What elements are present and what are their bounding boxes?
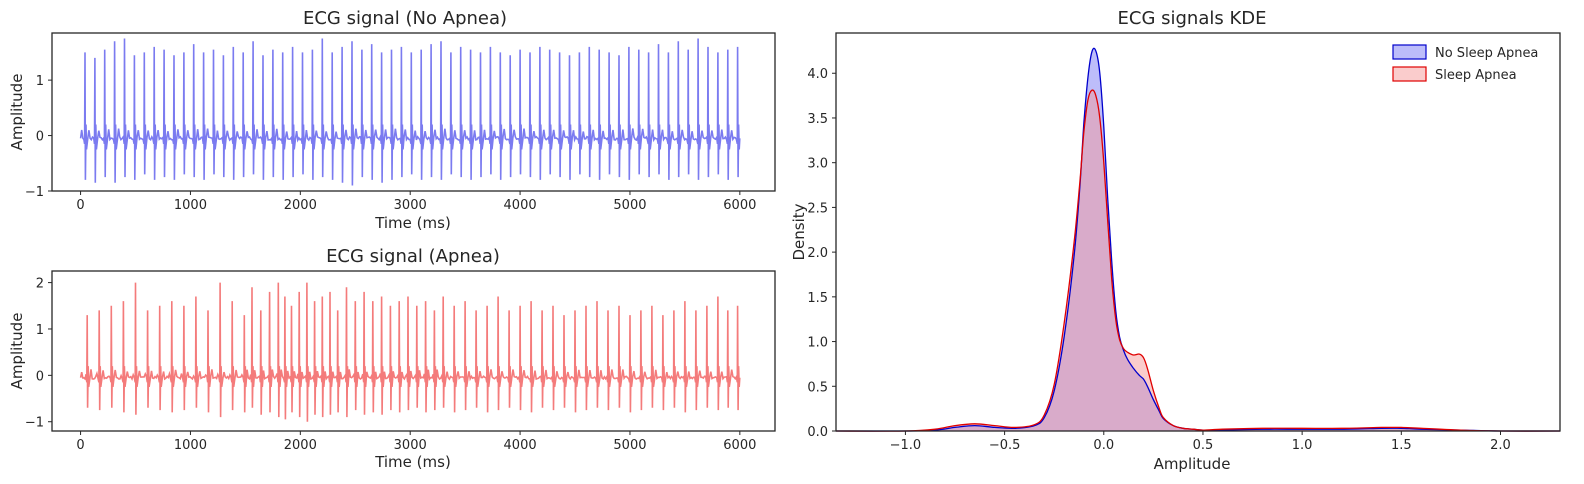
plot-frame-kde (835, 32, 1561, 432)
y-tick-label: 2 (36, 277, 44, 292)
x-tick-label: 0 (76, 438, 84, 453)
y-tick-label: 0 (36, 369, 44, 384)
xlabel-apnea: Time (ms) (374, 453, 451, 471)
x-tick-label: 6000 (723, 438, 756, 453)
x-tick-label: 6000 (723, 198, 756, 213)
title-no-apnea: ECG signal (No Apnea) (303, 8, 507, 29)
y-tick-label: −1 (25, 416, 44, 431)
x-tick-label: 2000 (284, 438, 317, 453)
x-tick-label: 0.5 (1193, 438, 1214, 453)
x-tick-label: 1.5 (1391, 438, 1412, 453)
ylabel-apnea: Amplitude (8, 313, 26, 390)
subplot-no-apnea: ECG signal (No Apnea) 0 1000 2000 3000 4000 5… (8, 8, 776, 232)
y-tick-label: 3.0 (807, 157, 828, 172)
legend-label-sleep-apnea: Sleep Apnea (1435, 68, 1517, 83)
title-apnea: ECG signal (Apnea) (326, 246, 500, 267)
x-tick-label: 2.0 (1490, 438, 1511, 453)
y-tick-label: 0.0 (807, 425, 828, 440)
y-tick-label: 3.5 (807, 112, 828, 127)
legend-swatch-no-sleep-apnea (1392, 44, 1427, 60)
x-tick-label: −1.0 (890, 438, 922, 453)
y-tick-label: 1 (36, 74, 44, 89)
ylabel-kde: Density (790, 203, 808, 260)
kde-line-sleep-apnea (835, 89, 1561, 432)
subplot-kde: ECG signals KDE −1.0 −0.5 0.0 0.5 1.0 1.5 2.0 … (790, 8, 1561, 473)
y-tick-label: 1 (36, 323, 44, 338)
xlabel-kde: Amplitude (1154, 455, 1231, 473)
title-kde: ECG signals KDE (1118, 8, 1267, 29)
x-tick-label: 1000 (174, 198, 207, 213)
ylabel-no-apnea: Amplitude (8, 74, 26, 151)
x-tick-label: 0.0 (1093, 438, 1114, 453)
y-tick-label: 2.5 (807, 201, 828, 216)
x-tick-label: 1000 (174, 438, 207, 453)
x-tick-label: 5000 (613, 438, 646, 453)
kde-line-no-sleep-apnea (835, 47, 1561, 432)
kde-area-sleep-apnea (836, 90, 1560, 432)
plot-frame-no-apnea (51, 32, 776, 192)
xlabel-no-apnea: Time (ms) (374, 214, 451, 232)
x-tick-label: 4000 (504, 198, 537, 213)
x-tick-label: 3000 (394, 198, 427, 213)
x-tick-label: 0 (76, 198, 84, 213)
x-tick-label: 4000 (504, 438, 537, 453)
y-tick-label: 1.5 (807, 291, 828, 306)
x-tick-label: 1.0 (1292, 438, 1313, 453)
legend: No Sleep Apnea Sleep Apnea (1392, 44, 1538, 83)
plot-frame-apnea (51, 270, 776, 432)
legend-swatch-sleep-apnea (1392, 66, 1427, 82)
x-tick-label: 2000 (284, 198, 317, 213)
ecg-line-apnea (79, 282, 741, 422)
y-tick-label: 0 (36, 130, 44, 145)
kde-area-no-sleep-apnea (836, 48, 1560, 432)
subplot-apnea: ECG signal (Apnea) 0 1000 2000 3000 4000 5000… (8, 246, 776, 471)
ecg-line-no-apnea (79, 38, 741, 186)
x-tick-label: 3000 (394, 438, 427, 453)
x-tick-label: −0.5 (989, 438, 1021, 453)
y-tick-label: −1 (25, 185, 44, 200)
y-tick-label: 2.0 (807, 246, 828, 261)
legend-label-no-sleep-apnea: No Sleep Apnea (1435, 46, 1538, 61)
y-tick-label: 0.5 (807, 380, 828, 395)
y-tick-label: 1.0 (807, 336, 828, 351)
y-tick-label: 4.0 (807, 67, 828, 82)
x-tick-label: 5000 (613, 198, 646, 213)
